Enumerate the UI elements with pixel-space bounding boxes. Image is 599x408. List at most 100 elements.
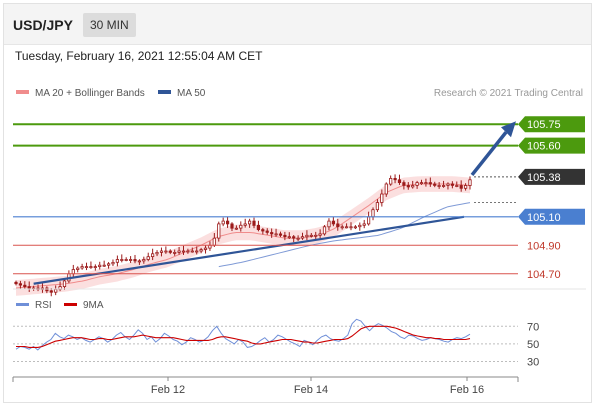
candle-body [62,280,67,287]
candle-body [283,234,287,238]
candle-body [120,259,124,261]
candle-body [186,250,190,253]
candle-body [199,249,203,252]
price-levels: 105.75 105.60 105.38 105.10 104.90 104.70 [13,116,585,281]
candle-body [124,259,128,261]
pivot-label: 105.10 [527,212,561,224]
x-tick-label: Feb 16 [450,384,484,396]
candle-body [49,290,53,293]
x-tick-label: Feb 14 [294,384,328,396]
candle-body [225,220,230,225]
candle-body [18,283,23,286]
candle-body [128,259,133,261]
forecast-arrow-head [501,121,516,138]
current-price-label-bg [518,168,585,185]
rsi-tick-label: 70 [527,321,539,333]
candle-body [424,182,428,185]
candle-body [230,223,234,229]
candle-body [159,250,164,253]
x-axis-ticks: Feb 12 Feb 14 Feb 16 [151,377,484,396]
candle-body [217,223,221,239]
candle-body [419,182,424,185]
chart-header: USD/JPY 30 MIN [4,4,591,45]
candle-body [296,237,300,240]
candle-body [389,177,393,185]
pivot-label-bg [518,208,585,225]
candle-body [146,256,150,260]
candle-body [195,250,199,253]
candle-body [98,264,102,268]
candle-body [344,226,349,229]
candle-body [349,226,353,229]
candle-body [428,182,432,185]
candle-body [309,234,313,237]
candle-body [274,233,278,236]
candle-body [23,284,27,288]
candle-body [327,220,331,228]
resistance-label: 105.60 [527,141,561,153]
candle-body [441,185,446,187]
candle-body [358,224,362,228]
candle-body [76,267,80,270]
candle-body [181,250,186,253]
candle-body [102,264,106,267]
candle-body [80,266,84,269]
price-area [14,174,472,297]
ma20-legend-swatch [16,90,29,94]
candle-body [177,250,181,253]
candle-body [366,216,371,225]
support-label: 104.90 [527,240,561,252]
candle-body [265,230,269,233]
candle-body [411,185,415,188]
symbol-title: USD/JPY [13,17,73,33]
ma20-line [15,183,471,289]
candle-body [336,223,340,228]
candle-body [173,251,177,254]
forecast-arrow-shaft [470,131,508,177]
candle-body [375,202,380,211]
candle-body [111,261,115,265]
ma9-legend-swatch [64,303,77,306]
candle-body [340,226,344,229]
bollinger-band [16,176,470,296]
ma9-legend-label: 9MA [83,300,104,311]
candle-body [137,260,141,263]
candle-body [384,183,388,195]
candle-body [455,185,459,187]
ma50-legend-label: MA 50 [177,88,206,99]
candles [14,174,472,297]
candle-body [278,233,283,236]
candle-body [468,179,472,186]
candle-body [292,236,296,239]
candle-body [371,209,375,218]
candle-body [318,233,322,236]
candle-body [402,182,406,186]
candle-body [446,183,450,186]
candle-body [252,220,256,226]
rsi-tick-label: 30 [527,356,539,368]
candle-body [450,183,455,186]
rsi-line [15,318,471,351]
candle-body [433,183,437,186]
candle-body [203,247,208,250]
rsi-tick-label: 50 [527,339,539,351]
candle-body [287,236,291,239]
candle-body [107,263,111,266]
candle-body [463,185,468,189]
resistance-label-bg [518,116,585,133]
candle-body [362,223,366,226]
candle-body [353,226,358,229]
candle-body [27,286,31,289]
support-label: 104.70 [527,269,561,281]
candle-body [115,259,119,263]
ma20-legend-label: MA 20 + Bollinger Bands [35,88,145,99]
candle-body [397,179,402,184]
timeframe-badge[interactable]: 30 MIN [83,13,136,37]
resistance-label: 105.75 [527,119,561,131]
ma50-line [218,202,471,268]
candle-body [261,229,265,232]
rsi-area: 70 50 30 [13,318,539,368]
rsi-legend-swatch [16,303,29,306]
candle-body [93,266,97,269]
